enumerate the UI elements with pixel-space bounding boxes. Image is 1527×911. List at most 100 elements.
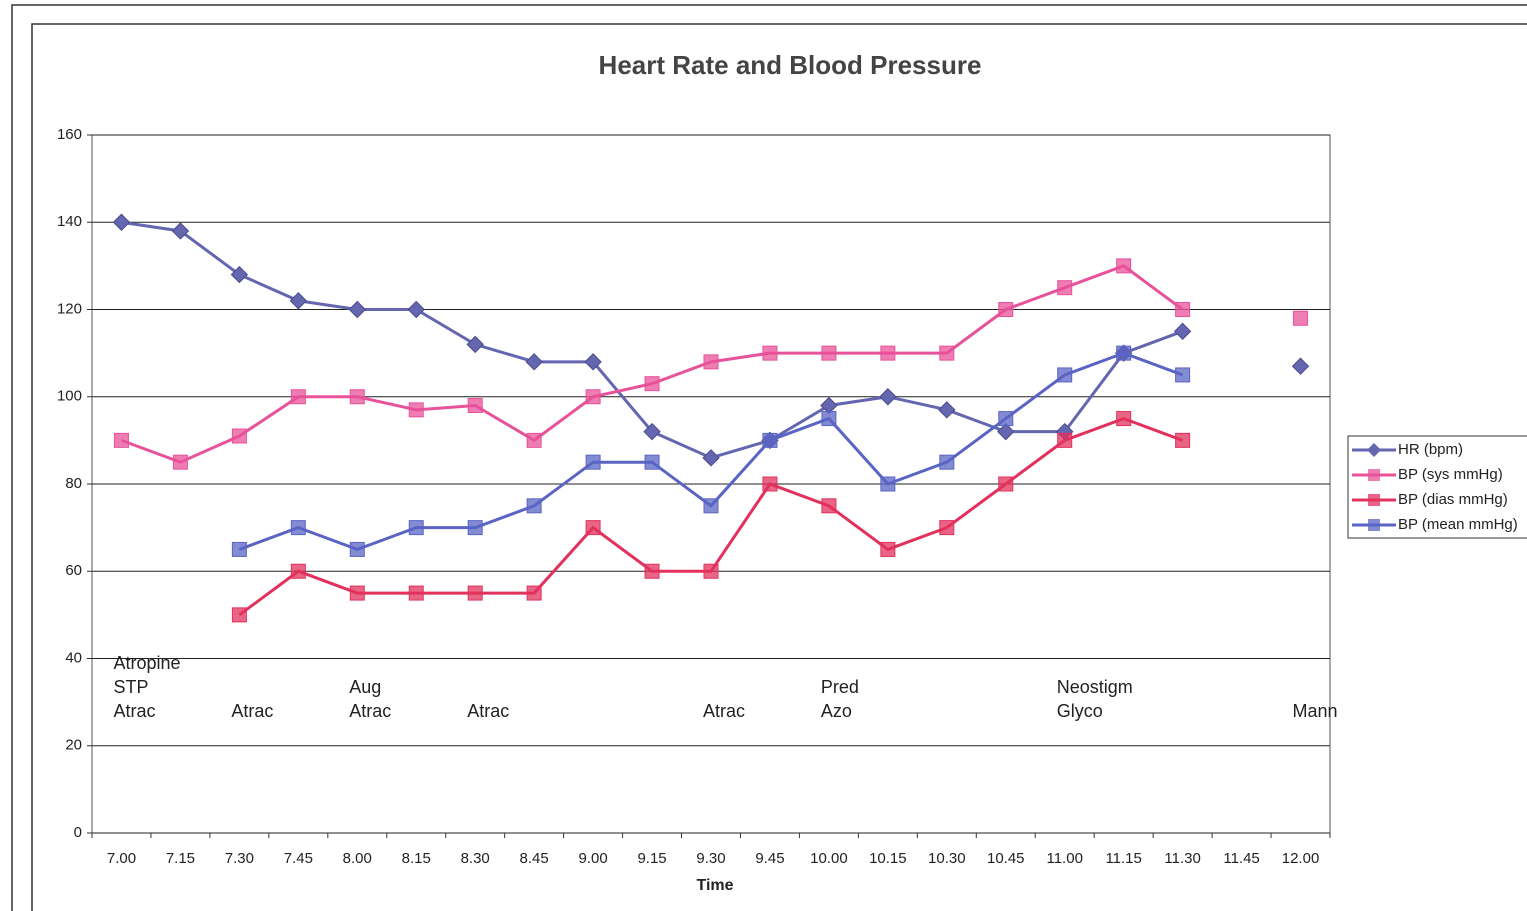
point: [290, 389, 306, 405]
point: [643, 422, 661, 441]
x-tick-label: 9.15: [637, 850, 666, 867]
point: [939, 345, 955, 361]
x-tick-label: 12.00: [1282, 850, 1320, 867]
point: [1173, 322, 1192, 341]
point: [467, 585, 483, 601]
point: [171, 222, 190, 240]
point: [702, 449, 720, 467]
point: [466, 335, 484, 354]
point: [821, 498, 837, 514]
point: [703, 498, 719, 514]
point: [644, 454, 660, 470]
point: [998, 476, 1014, 492]
point: [1116, 411, 1132, 427]
annotation: Azo: [821, 701, 852, 721]
x-tick-label: 8.30: [461, 850, 490, 867]
x-axis-label: Time: [696, 877, 733, 894]
legend-label: HR (bpm): [1398, 441, 1463, 458]
annotation: Neostigm: [1057, 677, 1133, 697]
point: [880, 345, 896, 361]
y-tick-label: 140: [57, 213, 82, 230]
point: [939, 454, 955, 470]
annotation: Glyco: [1057, 701, 1103, 721]
point: [880, 476, 896, 492]
point: [821, 345, 837, 361]
page-frame: [11, 4, 1527, 911]
point: [349, 585, 365, 601]
x-tick-label: 10.30: [928, 850, 966, 867]
y-tick-label: 100: [57, 388, 82, 405]
chart-title: Heart Rate and Blood Pressure: [599, 50, 982, 80]
legend-marker: [1368, 494, 1380, 506]
point: [348, 300, 366, 319]
point: [1291, 357, 1310, 375]
point: [467, 520, 483, 536]
x-tick-label: 9.45: [755, 850, 784, 867]
point: [1057, 432, 1073, 448]
x-tick-label: 8.00: [343, 850, 372, 867]
point: [112, 213, 131, 231]
point: [1057, 280, 1073, 296]
point: [762, 432, 778, 448]
point: [939, 520, 955, 536]
point: [526, 585, 542, 601]
point: [821, 411, 837, 427]
x-tick-label: 11.00: [1046, 850, 1082, 867]
y-tick-label: 80: [65, 475, 82, 492]
point: [997, 422, 1015, 441]
point: [1057, 367, 1073, 383]
point: [585, 389, 601, 405]
annotation: Aug: [349, 677, 381, 697]
y-tick-label: 120: [57, 300, 82, 317]
point: [231, 541, 247, 557]
legend-marker: [1367, 443, 1381, 457]
x-tick-label: 9.30: [696, 850, 725, 867]
x-tick-label: 10.45: [987, 850, 1025, 867]
point: [1175, 367, 1191, 383]
x-tick-label: 9.00: [578, 850, 607, 867]
x-tick-label: 7.15: [166, 850, 195, 867]
point: [1293, 310, 1309, 326]
x-tick-label: 11.30: [1164, 850, 1200, 867]
point: [1175, 432, 1191, 448]
point: [467, 397, 483, 413]
y-tick-label: 40: [65, 649, 82, 666]
point: [644, 563, 660, 579]
point: [938, 401, 956, 419]
point: [1116, 258, 1132, 274]
x-tick-label: 8.45: [520, 850, 549, 867]
point: [762, 476, 778, 492]
legend-label: BP (mean mmHg): [1398, 516, 1518, 533]
x-tick-label: 10.15: [869, 850, 907, 867]
series-line: [121, 220, 1184, 460]
x-tick-label: 10.00: [810, 850, 848, 867]
point: [231, 607, 247, 623]
annotation: Pred: [821, 677, 859, 697]
point: [525, 353, 543, 371]
point: [585, 454, 601, 470]
y-tick-label: 20: [65, 737, 82, 754]
y-tick-label: 60: [65, 562, 82, 579]
point: [289, 292, 308, 310]
point: [230, 265, 249, 284]
x-tick-label: 7.45: [284, 850, 313, 867]
point: [349, 541, 365, 557]
y-tick-label: 160: [57, 126, 82, 143]
point: [231, 428, 247, 444]
point: [644, 376, 660, 392]
point: [526, 498, 542, 514]
series-line: [238, 416, 1184, 617]
legend-marker: [1368, 469, 1380, 481]
point: [290, 520, 306, 536]
annotation: Atrac: [467, 701, 509, 721]
point: [113, 432, 129, 448]
annotation: Atropine: [113, 653, 180, 673]
x-tick-label: 8.15: [402, 850, 431, 867]
legend-label: BP (sys mmHg): [1398, 466, 1503, 483]
point: [879, 388, 897, 406]
chart-frame: [31, 23, 1527, 911]
point: [349, 389, 365, 405]
x-tick-label: 11.15: [1105, 850, 1141, 867]
point: [880, 541, 896, 557]
